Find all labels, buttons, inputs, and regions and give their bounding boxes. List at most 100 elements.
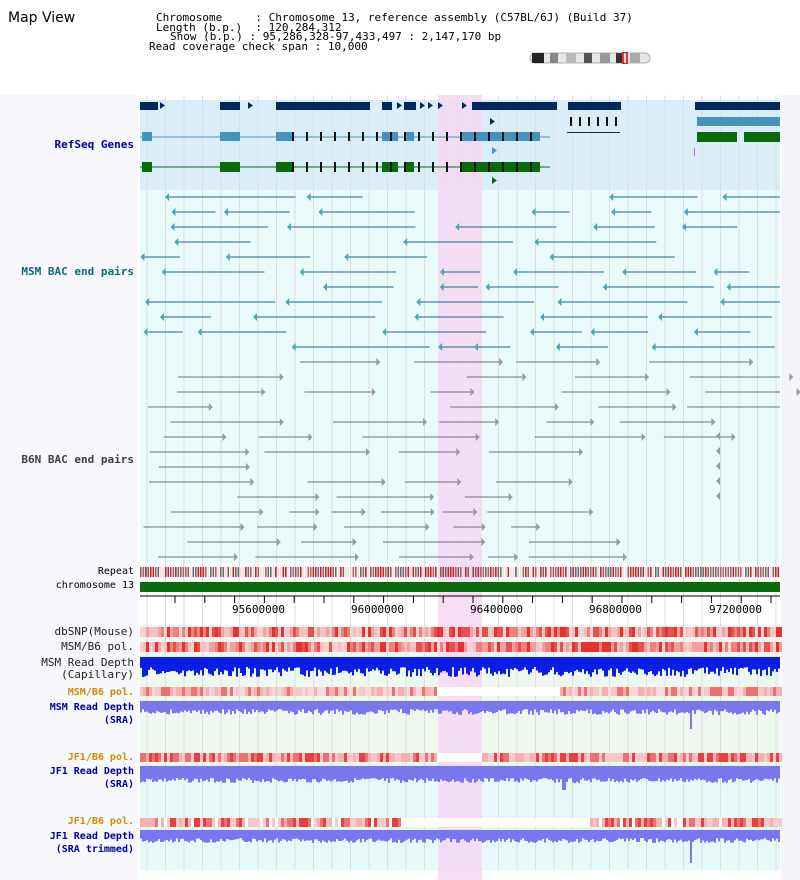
heat-cell	[641, 753, 644, 762]
depth-bar	[504, 657, 506, 675]
depth-bar	[472, 766, 474, 779]
b6n-bac-end	[716, 462, 720, 470]
jf1-read-depth-trimmed-label[interactable]: JF1 Read Depth (SRA trimmed)	[50, 830, 134, 856]
exon	[306, 132, 308, 141]
heat-cell	[494, 627, 497, 637]
repeat-mark	[410, 567, 412, 577]
depth-bar	[466, 830, 468, 843]
depth-bar	[196, 701, 198, 713]
heat-cell	[242, 642, 245, 652]
depth-bar	[462, 830, 464, 839]
depth-bar	[536, 766, 538, 782]
heat-cell	[335, 753, 338, 762]
depth-bar	[684, 830, 686, 842]
heat-cell	[650, 627, 653, 637]
repeat-mark	[190, 567, 192, 577]
depth-bar	[396, 766, 398, 780]
depth-bar	[312, 766, 314, 780]
repeat-mark	[192, 567, 195, 577]
depth-bar	[770, 657, 772, 676]
depth-bar	[644, 830, 646, 841]
depth-bar	[306, 830, 308, 841]
depth-bar	[198, 830, 200, 839]
depth-bar	[520, 766, 522, 779]
heat-cell	[776, 687, 779, 696]
repeat-mark	[172, 567, 175, 577]
depth-bar	[398, 830, 400, 840]
dbsnp-label[interactable]: dbSNP(Mouse)	[54, 625, 134, 638]
depth-bar	[678, 701, 680, 714]
heat-cell	[260, 753, 263, 762]
heat-cell	[701, 642, 704, 652]
msm-bac-end	[651, 343, 656, 351]
heat-cell	[662, 818, 665, 827]
repeat-mark	[682, 567, 685, 577]
depth-bar	[206, 766, 208, 780]
jf1-b6-pol-trimmed-label[interactable]: JF1/B6 pol.	[67, 816, 134, 827]
depth-bar	[614, 701, 616, 712]
heat-cell	[272, 753, 275, 762]
jf1-read-depth-sra-label[interactable]: JF1 Read Depth (SRA)	[50, 765, 134, 791]
depth-bar	[516, 657, 518, 670]
heat-cell	[437, 642, 440, 652]
heat-cell	[233, 642, 236, 652]
msm-read-depth-sra-label[interactable]: MSM Read Depth (SRA)	[50, 701, 134, 727]
msm-read-depth-capillary-label[interactable]: MSM Read Depth (Capillary)	[41, 657, 134, 681]
depth-bar	[232, 657, 234, 672]
jf1-b6-pol-label[interactable]: JF1/B6 pol.	[67, 752, 134, 763]
depth-bar	[372, 830, 374, 842]
depth-bar	[158, 830, 160, 840]
depth-bar	[716, 701, 718, 712]
depth-bar	[222, 766, 224, 783]
msm-b6-pol-sra-label[interactable]: MSM/B6 pol.	[67, 687, 134, 698]
depth-bar	[722, 701, 724, 712]
depth-bar	[584, 657, 586, 674]
heat-cell	[548, 753, 551, 762]
depth-bar	[188, 766, 190, 783]
depth-bar	[456, 830, 458, 843]
repeat-mark	[215, 567, 217, 577]
heat-cell	[413, 818, 416, 827]
depth-bar	[666, 766, 668, 780]
heat-cell	[743, 642, 746, 652]
depth-bar	[656, 701, 658, 714]
heat-cell	[164, 818, 167, 827]
repeat-mark	[245, 567, 247, 577]
b6n-bac-end-pairs-label[interactable]: B6N BAC end pairs	[21, 453, 134, 466]
depth-bar	[406, 657, 408, 677]
heat-cell	[500, 687, 503, 696]
heat-cell	[542, 642, 545, 652]
depth-bar	[528, 766, 530, 780]
msm-b6-pol-label[interactable]: MSM/B6 pol.	[61, 640, 134, 653]
depth-bar	[400, 830, 402, 843]
heat-cell	[539, 627, 542, 637]
repeat-mark	[712, 567, 715, 577]
depth-bar	[150, 766, 152, 780]
heat-cell	[740, 818, 743, 827]
heat-cell	[578, 687, 581, 696]
depth-bar	[604, 830, 606, 839]
coverage-label: Read coverage check span	[149, 40, 308, 53]
heat-cell	[683, 642, 686, 652]
depth-bar	[730, 766, 732, 780]
heat-cell	[485, 818, 488, 827]
depth-bar	[160, 830, 162, 843]
depth-bar	[242, 766, 244, 779]
heat-cell	[398, 818, 401, 827]
msm-bac-end-pairs-label[interactable]: MSM BAC end pairs	[21, 265, 134, 278]
depth-bar	[776, 657, 778, 672]
exon	[334, 162, 336, 172]
depth-bar	[374, 657, 376, 671]
depth-bar	[740, 701, 742, 714]
chromosome-ideogram[interactable]	[528, 52, 652, 64]
depth-bar	[500, 766, 502, 780]
heat-cell	[716, 687, 719, 696]
repeat-mark	[427, 567, 430, 577]
depth-bar	[240, 766, 242, 781]
depth-bar	[462, 701, 464, 711]
depth-bar	[258, 657, 260, 677]
heat-cell	[461, 818, 464, 827]
refseq-genes-label[interactable]: RefSeq Genes	[54, 138, 134, 151]
heat-cell	[227, 642, 230, 652]
genome-tracks-canvas[interactable]	[0, 95, 800, 880]
